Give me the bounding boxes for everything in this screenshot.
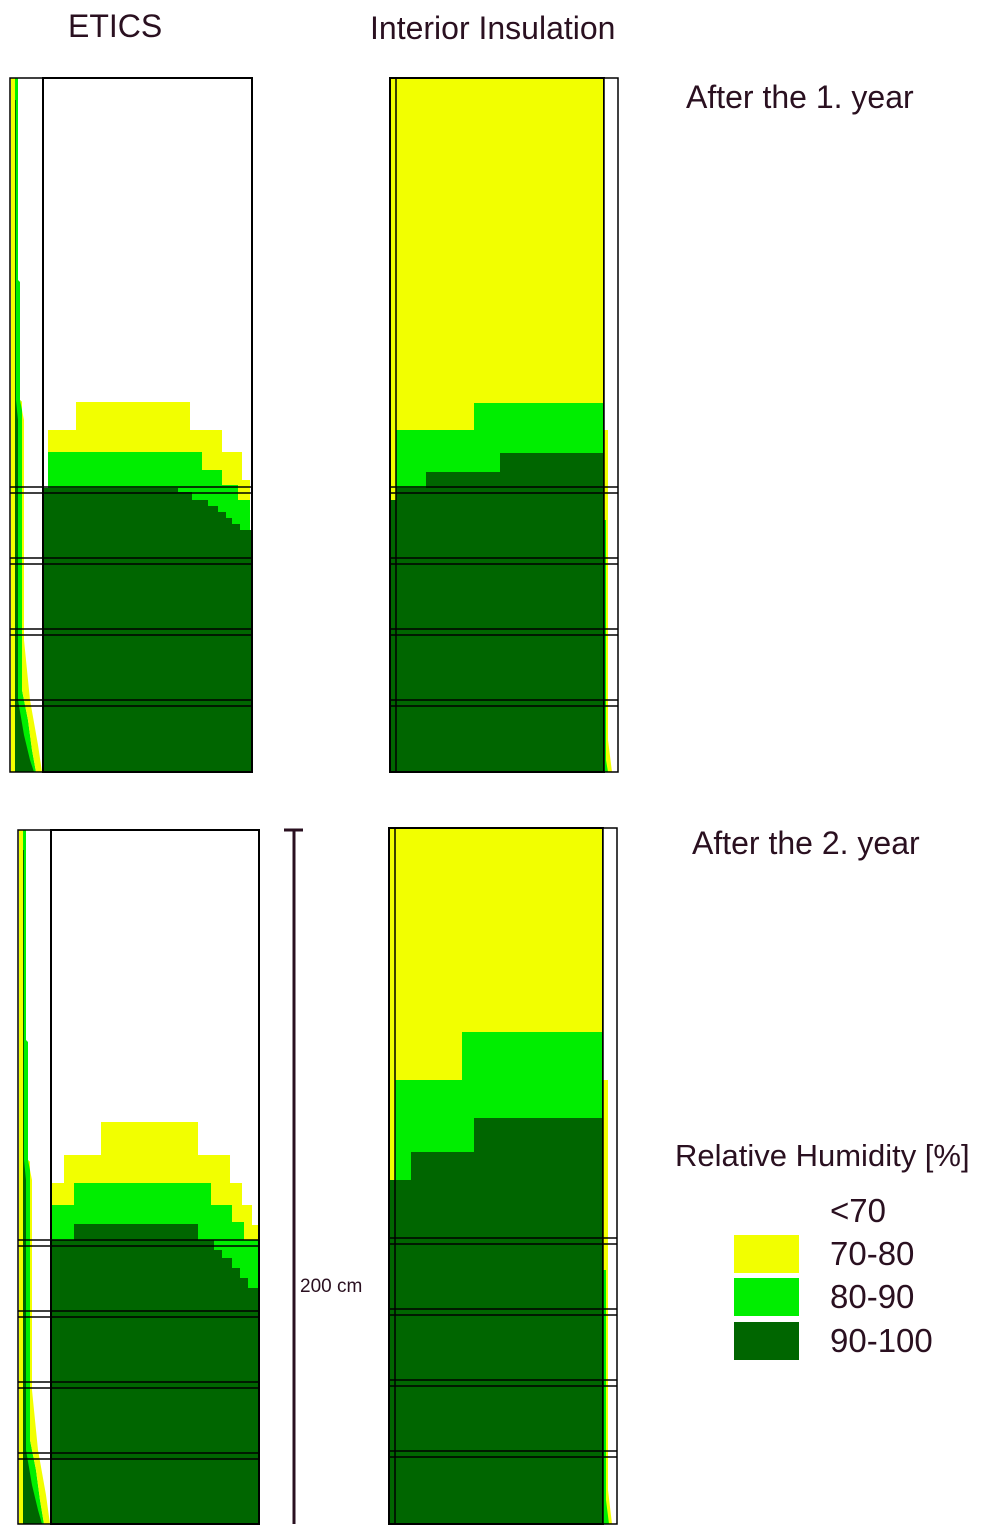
row-label-year1: After the 1. year: [686, 79, 914, 115]
scale-bar: [284, 828, 303, 1524]
legend-swatch-80-90: [734, 1278, 799, 1316]
legend-label-70-80: 70-80: [830, 1235, 915, 1272]
interior-year2-panel: [388, 827, 618, 1525]
etics-year2-exterior-strip: [17, 829, 52, 1525]
etics-year1-panel: [9, 77, 253, 773]
column-title-etics: ETICS: [68, 8, 163, 44]
legend-swatch-90-100: [734, 1322, 799, 1360]
interior-year2-insulation-strip: [602, 827, 618, 1525]
interior-year1-panel: [389, 77, 619, 773]
row-label-year2: After the 2. year: [692, 825, 920, 861]
legend-label-90-100: 90-100: [830, 1322, 933, 1359]
interior-year2-wall: [388, 827, 604, 1525]
legend-label-80-90: 80-90: [830, 1278, 915, 1315]
interior-year1-insulation-strip: [603, 77, 619, 773]
legend-swatch-70-80: [734, 1235, 799, 1273]
legend-swatches: [734, 1192, 799, 1360]
interior-year1-wall: [389, 77, 605, 773]
etics-year2-wall: [50, 829, 260, 1525]
etics-year1-wall: [42, 77, 253, 773]
legend-swatch-lt70: [734, 1192, 799, 1230]
etics-year1-joints: [10, 486, 252, 707]
etics-year2-panel: [17, 829, 260, 1525]
scale-bar-label: 200 cm: [300, 1276, 363, 1297]
interior-year1-joints: [390, 486, 618, 707]
column-title-interior: Interior Insulation: [370, 10, 616, 46]
legend-title: Relative Humidity [%]: [675, 1138, 970, 1173]
etics-year1-exterior-strip: [9, 77, 44, 773]
etics-year2-joints: [18, 1239, 259, 1460]
legend-label-lt70: <70: [830, 1192, 886, 1229]
interior-year2-joints: [389, 1237, 617, 1458]
